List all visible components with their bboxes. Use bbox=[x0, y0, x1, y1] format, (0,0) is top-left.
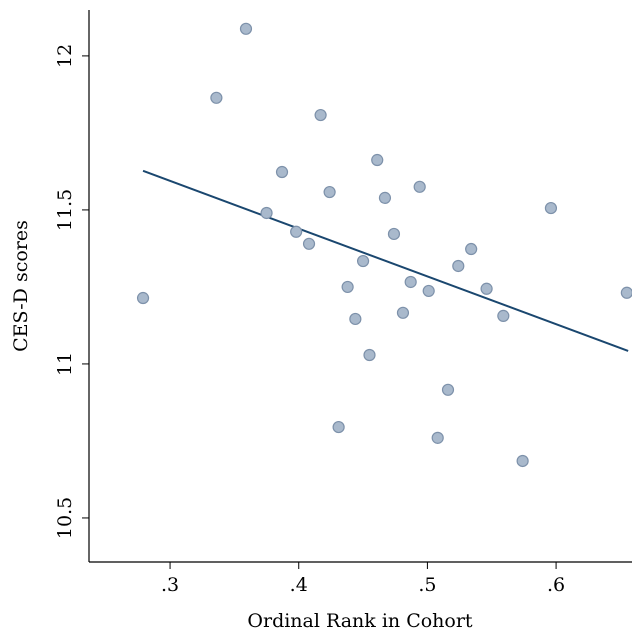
y-tick-label: 11.5 bbox=[54, 189, 76, 231]
point bbox=[341, 280, 354, 294]
point bbox=[314, 108, 327, 122]
point bbox=[465, 242, 478, 256]
point bbox=[452, 259, 465, 273]
point bbox=[210, 91, 223, 104]
point bbox=[349, 312, 362, 326]
x-axis-title: Ordinal Rank in Cohort bbox=[247, 610, 473, 632]
point bbox=[275, 165, 289, 179]
point bbox=[378, 191, 392, 205]
point bbox=[422, 284, 435, 298]
fit-line bbox=[142, 169, 629, 352]
y-tick-label: 10.5 bbox=[54, 497, 76, 539]
point bbox=[239, 22, 253, 35]
point bbox=[480, 282, 493, 295]
x-tick-label: .4 bbox=[290, 574, 308, 596]
point bbox=[323, 185, 336, 199]
point bbox=[396, 306, 410, 319]
point bbox=[260, 206, 273, 220]
point bbox=[332, 420, 345, 434]
y-tick-label: 11 bbox=[54, 352, 76, 376]
point bbox=[497, 309, 510, 322]
x-tick-label: .6 bbox=[547, 574, 565, 596]
point bbox=[290, 225, 303, 238]
point bbox=[516, 454, 529, 468]
point bbox=[620, 286, 632, 299]
x-tick-label: .3 bbox=[161, 574, 179, 596]
point bbox=[363, 348, 376, 362]
point bbox=[441, 383, 455, 396]
point bbox=[136, 291, 150, 305]
point bbox=[431, 431, 444, 444]
point bbox=[544, 201, 558, 215]
y-axis-title: CES-D scores bbox=[10, 220, 32, 352]
point bbox=[356, 254, 370, 268]
point bbox=[404, 275, 417, 289]
y-tick-label: 12 bbox=[54, 44, 76, 68]
point bbox=[387, 227, 401, 241]
x-tick-label: .5 bbox=[418, 574, 436, 596]
point bbox=[371, 153, 384, 167]
point bbox=[413, 180, 426, 193]
point bbox=[302, 237, 316, 250]
